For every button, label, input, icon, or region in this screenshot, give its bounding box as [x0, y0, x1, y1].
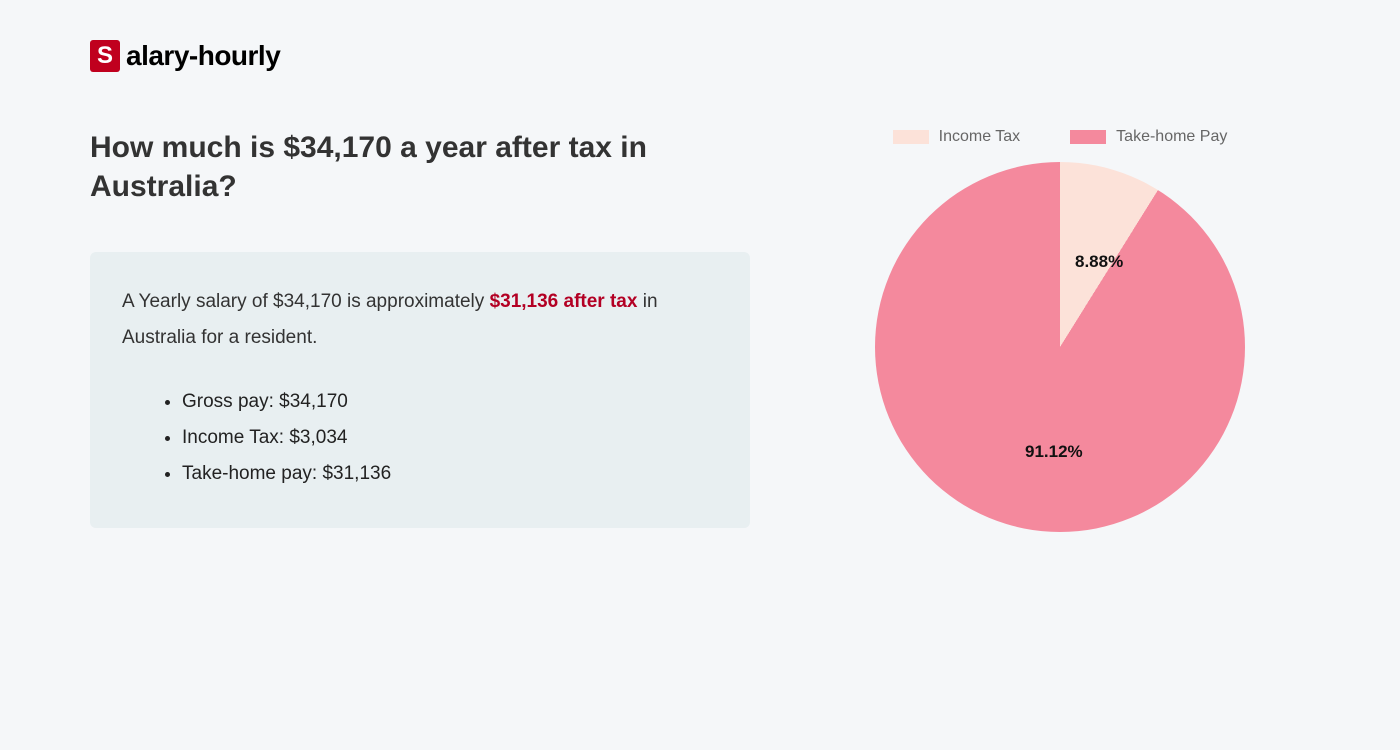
chart-legend: Income Tax Take-home Pay: [893, 128, 1228, 146]
legend-label-income-tax: Income Tax: [939, 128, 1021, 146]
legend-income-tax: Income Tax: [893, 128, 1021, 146]
legend-take-home: Take-home Pay: [1070, 128, 1227, 146]
legend-swatch-income-tax: [893, 130, 929, 144]
logo-initial: S: [90, 40, 120, 72]
chart-column: Income Tax Take-home Pay 8.88% 91.12%: [810, 128, 1310, 532]
summary-before: A Yearly salary of $34,170 is approximat…: [122, 291, 490, 312]
pie-label-income-tax: 8.88%: [1075, 252, 1123, 272]
summary-box: A Yearly salary of $34,170 is approximat…: [90, 252, 750, 528]
bullet-take-home: Take-home pay: $31,136: [182, 456, 718, 492]
legend-swatch-take-home: [1070, 130, 1106, 144]
logo-text: alary-hourly: [126, 40, 280, 72]
bullet-income-tax: Income Tax: $3,034: [182, 420, 718, 456]
pie-chart: 8.88% 91.12%: [875, 162, 1245, 532]
site-logo: S alary-hourly: [90, 40, 1310, 72]
summary-highlight: $31,136 after tax: [490, 291, 638, 312]
summary-sentence: A Yearly salary of $34,170 is approximat…: [122, 284, 718, 356]
summary-bullets: Gross pay: $34,170 Income Tax: $3,034 Ta…: [122, 384, 718, 492]
text-column: How much is $34,170 a year after tax in …: [90, 128, 750, 528]
pie-circle: [875, 162, 1245, 532]
pie-label-take-home: 91.12%: [1025, 442, 1083, 462]
page-root: S alary-hourly How much is $34,170 a yea…: [0, 0, 1400, 572]
bullet-gross-pay: Gross pay: $34,170: [182, 384, 718, 420]
page-headline: How much is $34,170 a year after tax in …: [90, 128, 750, 206]
content-row: How much is $34,170 a year after tax in …: [90, 128, 1310, 532]
legend-label-take-home: Take-home Pay: [1116, 128, 1227, 146]
